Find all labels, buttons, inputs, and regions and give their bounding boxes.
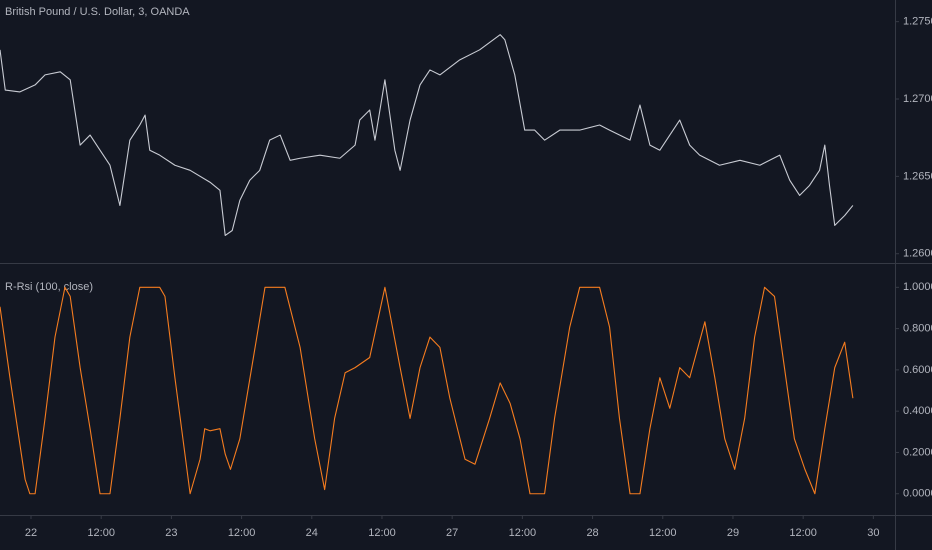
- x-tick-label: 28: [586, 527, 598, 539]
- y-tick-label: 0.60000: [903, 364, 932, 376]
- x-tick-label: 23: [165, 527, 177, 539]
- x-tick-label: 24: [306, 527, 318, 539]
- y-tick-label: 0.00000: [903, 488, 932, 500]
- x-tick-label: 12:00: [509, 527, 537, 539]
- indicator-title: R-Rsi (100, close): [5, 281, 93, 293]
- y-tick-label: 1.26500: [903, 170, 932, 182]
- chart-title: British Pound / U.S. Dollar, 3, OANDA: [5, 6, 190, 18]
- x-tick-label: 27: [446, 527, 458, 539]
- y-tick-label: 1.00000: [903, 281, 932, 293]
- x-tick-label: 29: [727, 527, 739, 539]
- y-tick-label: 0.20000: [903, 446, 932, 458]
- x-tick-label: 12:00: [789, 527, 817, 539]
- x-tick-label: 30: [867, 527, 879, 539]
- y-tick-label: 1.27000: [903, 93, 932, 105]
- x-tick-label: 12:00: [87, 527, 115, 539]
- x-tick-label: 12:00: [228, 527, 256, 539]
- x-tick-label: 12:00: [368, 527, 396, 539]
- y-tick-label: 0.40000: [903, 405, 932, 417]
- y-tick-label: 0.80000: [903, 323, 932, 335]
- y-tick-label: 1.27500: [903, 16, 932, 28]
- price-line: [0, 286, 854, 495]
- x-tick-label: 22: [25, 527, 37, 539]
- y-tick-label: 1.26000: [903, 248, 932, 260]
- price-line: [0, 34, 854, 237]
- x-tick-label: 12:00: [649, 527, 677, 539]
